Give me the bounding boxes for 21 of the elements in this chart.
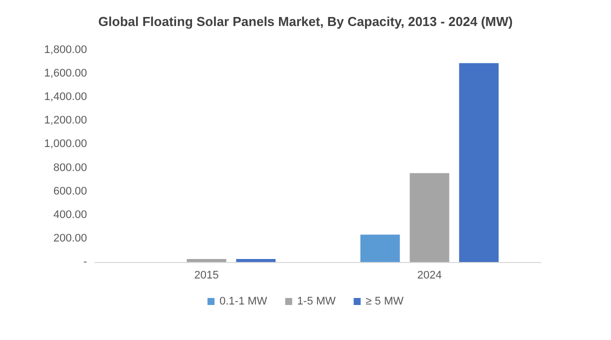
y-tick-label: 1,000.00 xyxy=(44,138,87,150)
bar xyxy=(410,173,450,262)
chart-title: Global Floating Solar Panels Market, By Capacity, 2013 - 2024 (MW) xyxy=(98,14,513,29)
bar xyxy=(360,234,400,262)
legend-label: 0.1-1 MW xyxy=(220,296,268,308)
x-tick-label: 2024 xyxy=(417,270,442,282)
y-tick-label: 1,600.00 xyxy=(44,68,87,80)
bar xyxy=(236,259,276,262)
y-tick-label: 600.00 xyxy=(53,185,87,198)
x-tick-label: 2015 xyxy=(194,270,219,282)
y-tick-label: - xyxy=(83,256,88,268)
bar xyxy=(186,259,226,262)
legend-label: 1-5 MW xyxy=(297,296,336,308)
y-tick-label: 200.00 xyxy=(53,232,87,244)
legend-label: ≥ 5 MW xyxy=(366,296,404,308)
y-tick-label: 800.00 xyxy=(53,162,87,174)
y-tick-label: 400.00 xyxy=(53,208,87,221)
bar xyxy=(459,63,499,262)
y-tick-label: 1,400.00 xyxy=(44,91,87,104)
y-tick-label: 1,800.00 xyxy=(44,44,87,56)
y-tick-label: 1,200.00 xyxy=(44,114,87,127)
